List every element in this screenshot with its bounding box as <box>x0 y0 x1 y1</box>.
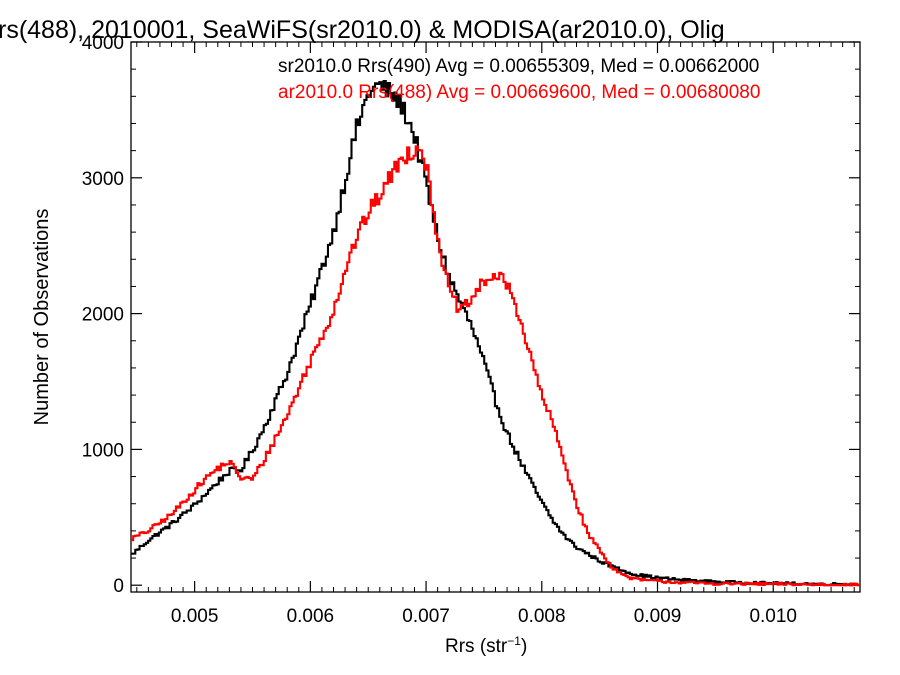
y-tick-label: 2000 <box>82 305 124 326</box>
y-tick-label: 1000 <box>82 440 124 461</box>
x-tick-label: 0.009 <box>634 606 682 627</box>
y-axis: 0 1000 2000 3000 4000 <box>82 33 860 597</box>
series-layer <box>131 79 860 587</box>
series-line-ar2010 <box>131 145 860 587</box>
x-tick-label: 0.007 <box>402 606 450 627</box>
legend-entry-sr2010: sr2010.0 Rrs(490) Avg = 0.00655309, Med … <box>278 56 759 77</box>
x-tick-label: 0.008 <box>518 606 566 627</box>
y-tick-label: 0 <box>113 576 124 597</box>
plot-area <box>130 41 861 593</box>
x-axis: 0.005 0.006 0.007 0.008 0.009 0.010 <box>136 42 855 627</box>
x-axis-label: Rrs (str−1) <box>445 634 527 657</box>
x-tick-label: 0.005 <box>171 606 219 627</box>
legend-entry-ar2010: ar2010.0 Rrs(488) Avg = 0.00669600, Med … <box>278 82 760 103</box>
x-tick-label: 0.010 <box>749 606 797 627</box>
plot-border <box>130 41 861 593</box>
x-tick-label: 0.006 <box>287 606 335 627</box>
x-axis-label-end: ) <box>521 636 527 657</box>
series-line-sr2010 <box>131 79 860 587</box>
y-axis-label: Number of Observations <box>31 209 53 426</box>
chart-title: rs(488), 2010001, SeaWiFS(sr2010.0) & MO… <box>0 16 725 44</box>
y-tick-label: 4000 <box>82 33 124 54</box>
y-tick-label: 3000 <box>82 169 124 190</box>
x-axis-label-main: Rrs (str <box>445 636 508 657</box>
x-axis-label-superscript: −1 <box>507 634 521 648</box>
